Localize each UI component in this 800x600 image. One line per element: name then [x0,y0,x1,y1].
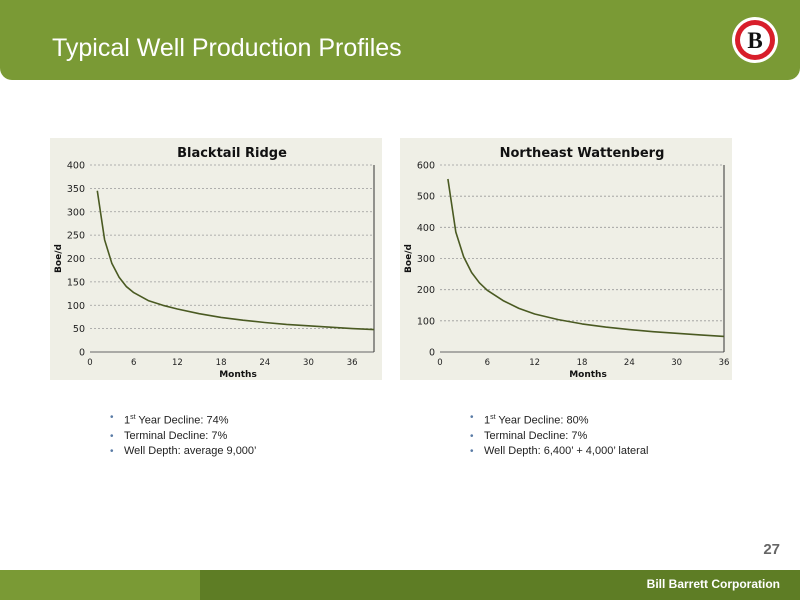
chart-panel-wattenberg: Northeast Wattenberg 0 100 200 300 400 500 600 0… [400,138,732,380]
bullet-text: Well Depth: average 9,000’ [124,444,257,457]
slide-title: Typical Well Production Profiles [52,34,402,62]
x-tick-label: 12 [172,358,183,368]
x-tick-label: 30 [303,358,314,368]
x-tick-label: 24 [624,358,635,368]
x-tick-label: 36 [719,358,730,368]
y-tick-label: 200 [417,285,435,296]
x-axis-label: Months [219,370,257,380]
header-bar: Typical Well Production Profiles B [0,0,800,80]
svg-text:B: B [747,28,762,53]
bullet-item: Terminal Decline: 7% [468,429,648,444]
x-axis-label: Months [569,370,607,380]
chart-title: Blacktail Ridge [177,146,287,161]
company-name: Bill Barrett Corporation [646,577,780,591]
series-line [96,190,375,331]
y-tick-label: 100 [67,301,85,312]
chart-title: Northeast Wattenberg [500,146,665,161]
x-tick-label: 6 [485,358,490,368]
chart-panel-blacktail: Blacktail Ridge 0 50 100 150 200 250 300 350 400 0… [50,138,382,380]
x-tick-label: 12 [529,358,540,368]
bullet-text: Year Decline: 80% [495,414,589,427]
chart-northeast-wattenberg: Northeast Wattenberg 0 100 200 300 400 500 600 0… [404,146,730,380]
bullet-item: 1st Year Decline: 74% [108,410,257,429]
y-tick-label: 300 [67,207,85,218]
footer-dark-band [200,570,800,600]
y-tick-label: 50 [73,324,85,335]
y-tick-label: 600 [417,161,435,172]
y-tick-label: 200 [67,254,85,265]
bullet-text: Well Depth: 6,400’ + 4,000’ lateral [484,444,649,457]
page-number: 27 [763,541,780,558]
y-tick-label: 150 [67,277,85,288]
footer-bar: Bill Barrett Corporation [0,570,800,600]
bullet-superscript: st [490,414,496,421]
company-logo: B [732,17,778,63]
series-line [447,178,725,338]
chart-blacktail-ridge: Blacktail Ridge 0 50 100 150 200 250 300 350 400 0… [54,146,375,380]
y-tick-label: 250 [67,231,85,242]
y-tick-label: 0 [429,348,435,359]
y-tick-label: 100 [417,316,435,327]
x-tick-label: 18 [216,358,227,368]
y-tick-label: 0 [79,348,85,359]
bullet-item: Well Depth: 6,400’ + 4,000’ lateral [468,444,648,459]
y-axis-label: Boe/d [54,244,64,273]
y-tick-label: 500 [417,192,435,203]
x-tick-label: 30 [671,358,682,368]
y-tick-label: 400 [417,223,435,234]
x-tick-label: 0 [87,358,92,368]
x-tick-label: 24 [259,358,270,368]
bullet-item: Terminal Decline: 7% [108,429,257,444]
x-tick-label: 0 [437,358,442,368]
x-tick-label: 18 [577,358,588,368]
bullet-text: Year Decline: 74% [135,414,229,427]
bullet-item: 1st Year Decline: 80% [468,410,648,429]
y-tick-label: 300 [417,254,435,265]
bullet-superscript: st [130,414,136,421]
bullet-list-right: 1st Year Decline: 80%Terminal Decline: 7… [468,410,648,459]
y-axis-label: Boe/d [404,244,414,273]
bullet-prefix: 1 [484,414,491,427]
x-tick-label: 6 [131,358,136,368]
y-tick-label: 400 [67,161,85,172]
bullet-text: Terminal Decline: 7% [124,429,228,442]
x-tick-label: 36 [347,358,358,368]
y-tick-label: 350 [67,184,85,195]
bullet-item: Well Depth: average 9,000’ [108,444,257,459]
bullet-text: Terminal Decline: 7% [484,429,588,442]
bullet-prefix: 1 [124,414,131,427]
bullet-list-left: 1st Year Decline: 74%Terminal Decline: 7… [108,410,257,459]
